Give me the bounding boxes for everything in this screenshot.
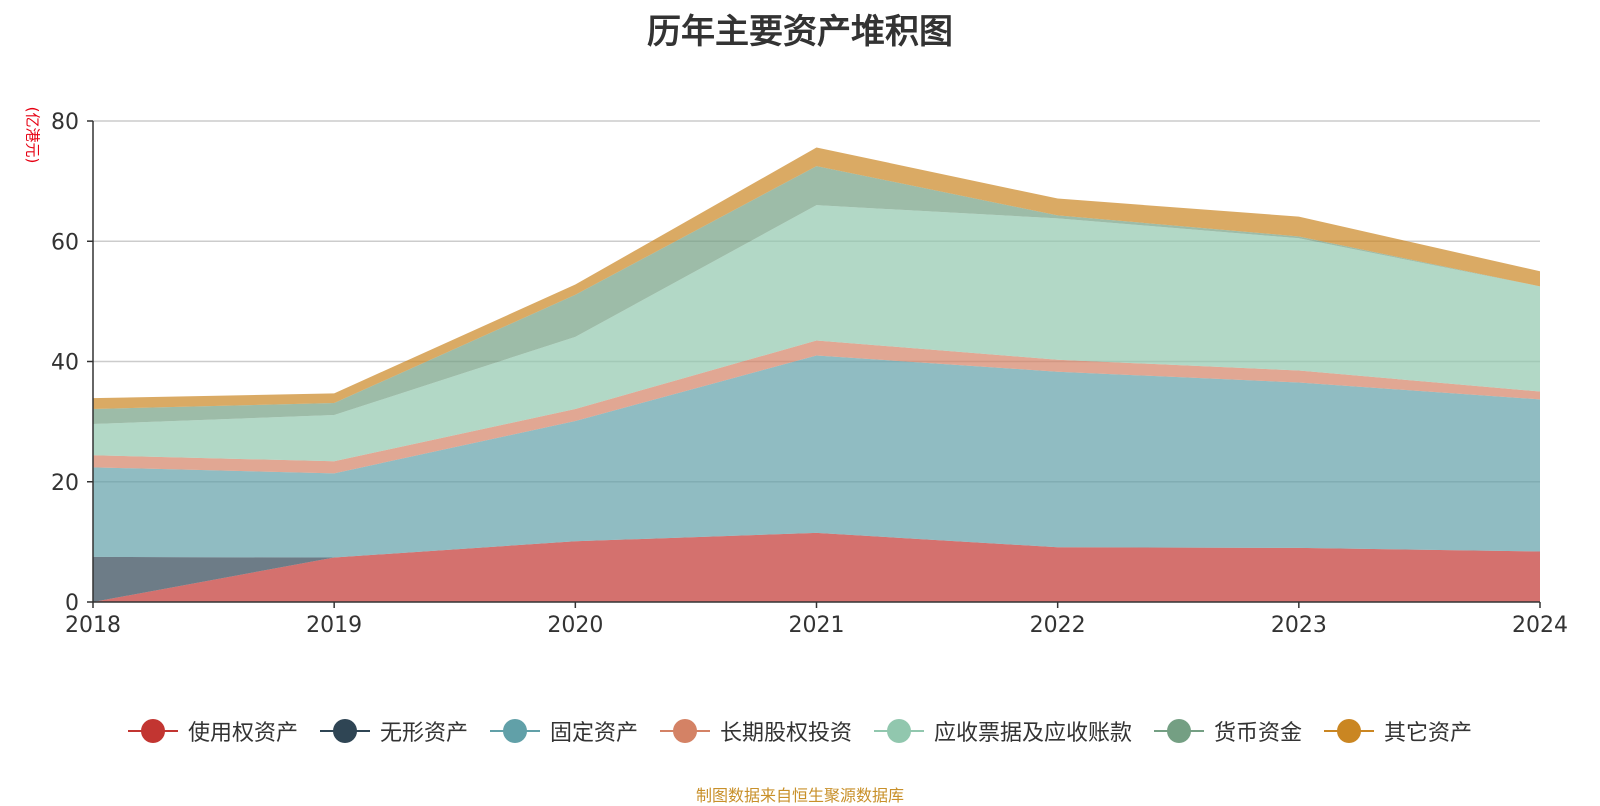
legend-label: 货币资金: [1214, 721, 1303, 746]
series-area-4: [93, 205, 1540, 462]
legend-item-5[interactable]: 货币资金: [1154, 715, 1302, 747]
chart-title: 历年主要资产堆积图: [647, 12, 953, 52]
x-tick-label-6: 2024: [1512, 613, 1568, 638]
x-tick-label-3: 2021: [789, 613, 845, 638]
y-tick-label-2: 40: [51, 351, 79, 376]
legend-marker-icon: [319, 719, 370, 743]
x-tick-label-2: 2020: [547, 613, 603, 638]
series-area-0: [93, 532, 1540, 602]
legend-item-2[interactable]: 固定资产: [489, 715, 638, 747]
x-tick-label-1: 2019: [306, 613, 362, 638]
area-series: [93, 147, 1540, 602]
legend-marker-icon: [127, 719, 178, 743]
legend-item-1[interactable]: 无形资产: [319, 715, 468, 747]
legend: 使用权资产 无形资产 固定资产 长期股权投资 应收票据及应收账款 货币资金 其它资产: [0, 715, 1600, 747]
series-area-2: [93, 355, 1540, 558]
y-tick-label-1: 20: [51, 471, 79, 496]
legend-label: 其它资产: [1384, 721, 1473, 746]
legend-label: 固定资产: [549, 721, 638, 746]
legend-marker-icon: [1324, 719, 1375, 743]
legend-label: 使用权资产: [187, 721, 298, 746]
series-area-6: [93, 147, 1540, 409]
x-tick-label-5: 2023: [1271, 613, 1327, 638]
legend-label: 无形资产: [379, 721, 468, 746]
legend-item-3[interactable]: 长期股权投资: [659, 715, 852, 747]
legend-item-6[interactable]: 其它资产: [1324, 715, 1472, 747]
legend-marker-icon: [659, 719, 710, 743]
legend-marker-icon: [874, 719, 924, 743]
series-area-5: [93, 166, 1540, 425]
y-axis-unit-label: (亿港元): [23, 106, 42, 164]
legend-label: 长期股权投资: [719, 721, 852, 746]
axes: 0 20 40 60 80 2018 2019 2020 2021 2022 2023 2024: [51, 110, 1568, 638]
source-note: 制图数据来自恒生聚源数据库: [695, 786, 904, 805]
y-tick-label-3: 60: [51, 230, 79, 255]
legend-label: 应收票据及应收账款: [934, 721, 1133, 746]
y-tick-label-4: 80: [51, 110, 79, 135]
legend-marker-icon: [1154, 719, 1205, 743]
legend-item-4[interactable]: 应收票据及应收账款: [874, 715, 1132, 747]
legend-marker-icon: [489, 719, 540, 743]
y-tick-label-0: 0: [65, 591, 79, 616]
x-tick-label-0: 2018: [65, 613, 121, 638]
x-tick-label-4: 2022: [1030, 613, 1086, 638]
legend-item-0[interactable]: 使用权资产: [127, 715, 298, 747]
series-area-3: [93, 340, 1540, 474]
